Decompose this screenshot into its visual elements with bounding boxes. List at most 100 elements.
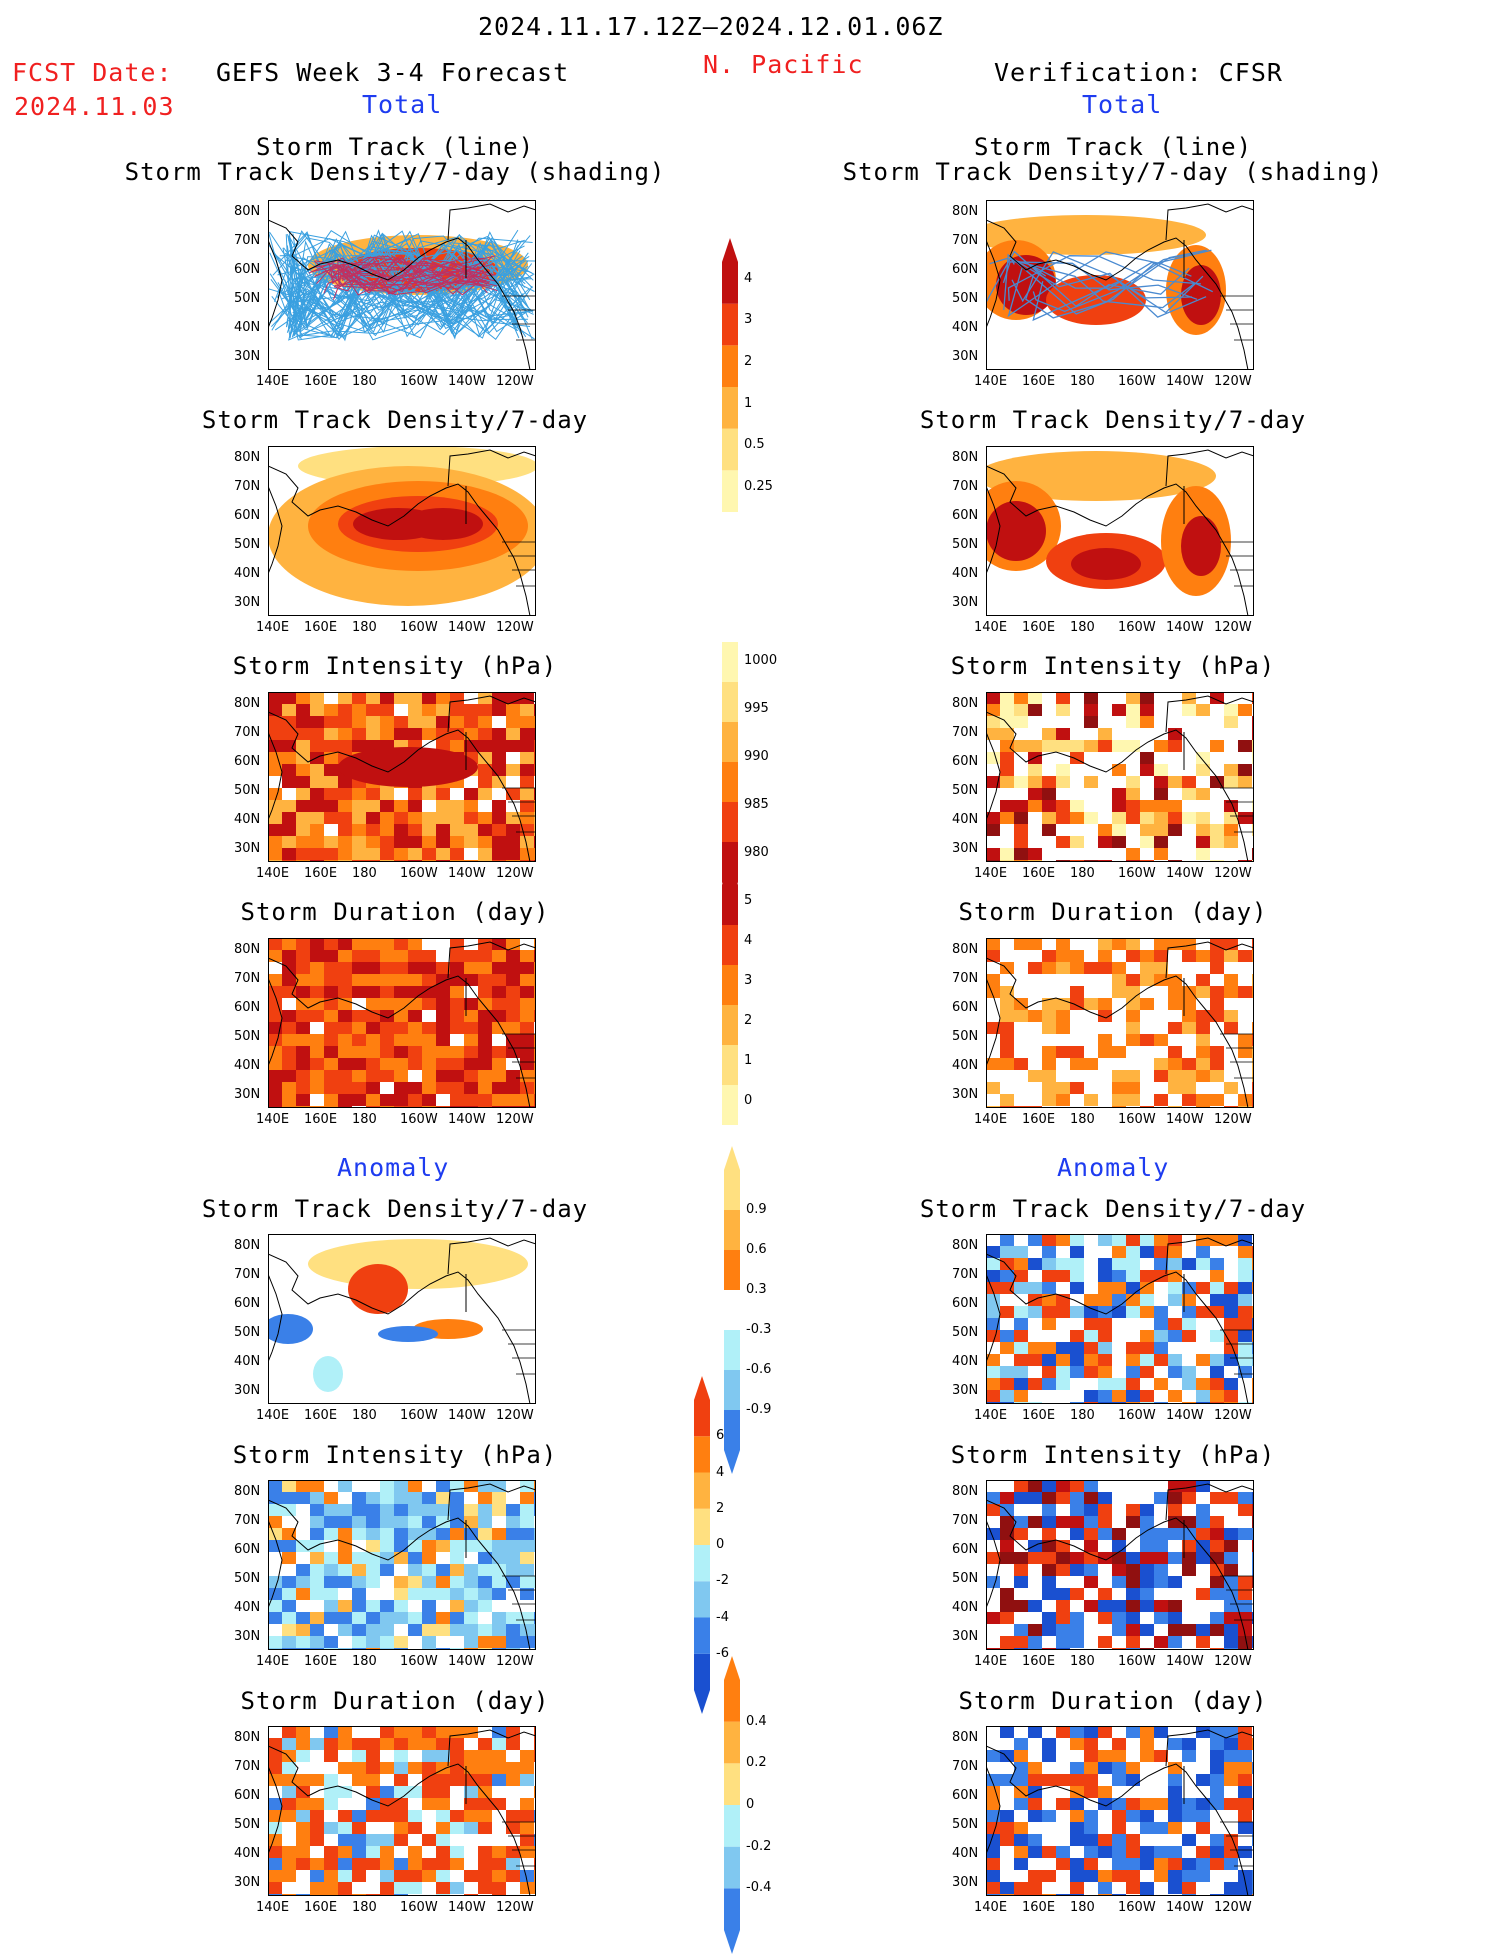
grid-cell <box>268 1810 282 1822</box>
grid-cell <box>1154 1528 1168 1540</box>
grid-cell <box>1028 962 1042 974</box>
grid-cell <box>1070 1726 1084 1738</box>
title-density-anom-right: Storm Track Density/7-day <box>919 1195 1307 1223</box>
grid-cell <box>1210 1624 1224 1636</box>
grid-cell <box>1182 776 1196 788</box>
coastline <box>268 1499 531 1650</box>
grid-cell <box>394 1750 408 1762</box>
grid-cell <box>1042 812 1056 824</box>
grid-cell <box>520 1810 534 1822</box>
grid-cell <box>408 1738 422 1750</box>
grid-cell <box>1098 1528 1112 1540</box>
grid-cell <box>520 1846 534 1858</box>
grid-cell <box>986 716 1000 728</box>
grid-cell <box>1182 1294 1196 1306</box>
grid-cell <box>1084 1576 1098 1588</box>
grid-cell <box>352 800 366 812</box>
storm-track-line <box>288 230 534 328</box>
grid-cell <box>394 1762 408 1774</box>
grid-cell <box>520 704 534 716</box>
grid-cell <box>324 1636 338 1648</box>
lat-tick-label: 50N <box>234 1817 261 1832</box>
grid-cell <box>394 1858 408 1870</box>
grid-cell <box>352 938 366 950</box>
grid-cell <box>1126 740 1140 752</box>
grid-cell <box>282 1058 296 1070</box>
shading-patch <box>378 1326 438 1342</box>
grid-cell <box>1238 1354 1252 1366</box>
grid-cell <box>352 704 366 716</box>
colorbar-label: 0.2 <box>746 1755 767 1771</box>
grid-cell <box>366 692 380 704</box>
grid-cell <box>408 1058 422 1070</box>
grid-cell <box>436 1612 450 1624</box>
grid-cell <box>1210 1094 1224 1106</box>
grid-cell <box>1168 1492 1182 1504</box>
grid-cell <box>296 1022 310 1034</box>
grid-cell <box>492 1010 506 1022</box>
grid-cell <box>464 800 478 812</box>
lon-tick-label: 180 <box>352 1112 377 1127</box>
colorbar-label: -0.3 <box>746 1322 772 1337</box>
grid-cell <box>1224 1528 1238 1540</box>
grid-cell <box>1182 788 1196 800</box>
grid-cell <box>1140 1858 1154 1870</box>
colorbar-segment <box>694 1472 710 1509</box>
section-anomaly-left: Anomaly <box>337 1153 450 1182</box>
grid-cell <box>1056 1234 1070 1246</box>
grid-cell <box>1210 1540 1224 1552</box>
shading-patch <box>338 747 478 787</box>
grid-cell <box>1168 974 1182 986</box>
map-frame <box>986 1480 1254 1650</box>
grid-cell <box>1042 1094 1056 1106</box>
state-borders <box>1220 295 1254 341</box>
grid-cell <box>408 1786 422 1798</box>
grid-cell <box>1126 1246 1140 1258</box>
grid-cell <box>1084 1786 1098 1798</box>
grid-cell <box>310 1858 324 1870</box>
grid-cell <box>986 1810 1000 1822</box>
grid-cell <box>380 1726 394 1738</box>
grid-cell <box>1000 704 1014 716</box>
grid-cell <box>352 740 366 752</box>
grid-cell <box>380 728 394 740</box>
lon-tick-label: 140W <box>448 1900 486 1915</box>
grid-cell <box>1070 1306 1084 1318</box>
grid-cell <box>464 1870 478 1882</box>
grid-cell <box>520 1492 534 1504</box>
grid-cell <box>1056 1480 1070 1492</box>
grid-cell <box>324 1774 338 1786</box>
grid-cell <box>1168 1870 1182 1882</box>
storm-track-line <box>341 262 480 285</box>
storm-track-line <box>299 248 534 339</box>
grid-cell <box>352 716 366 728</box>
grid-cell <box>436 1070 450 1082</box>
grid-cell <box>380 1738 394 1750</box>
lon-tick-label: 160W <box>1118 620 1156 635</box>
grid-cell <box>1168 1046 1182 1058</box>
grid-cell <box>492 1022 506 1034</box>
grid-cell <box>310 1082 324 1094</box>
grid-cell <box>1196 1726 1210 1738</box>
grid-cell <box>352 1552 366 1564</box>
grid-cell <box>1084 998 1098 1010</box>
grid-cell <box>408 962 422 974</box>
grid-cell <box>1196 848 1210 860</box>
grid-cell <box>1056 1046 1070 1058</box>
grid-cell <box>1084 1810 1098 1822</box>
grid-cell <box>1154 1070 1168 1082</box>
grid-cell <box>1196 1846 1210 1858</box>
grid-cell <box>324 716 338 728</box>
grid-cell <box>1098 950 1112 962</box>
grid-cell <box>1000 1246 1014 1258</box>
grid-cell <box>1168 1504 1182 1516</box>
grid-cell <box>296 1726 310 1738</box>
grid-cell <box>450 1094 464 1106</box>
grid-cell <box>1210 1726 1224 1738</box>
grid-cell <box>506 974 520 986</box>
grid-cell <box>520 1636 534 1648</box>
grid-cell <box>394 716 408 728</box>
grid-cell <box>1154 1354 1168 1366</box>
grid-cell <box>1182 1810 1196 1822</box>
grid-cell <box>436 824 450 836</box>
